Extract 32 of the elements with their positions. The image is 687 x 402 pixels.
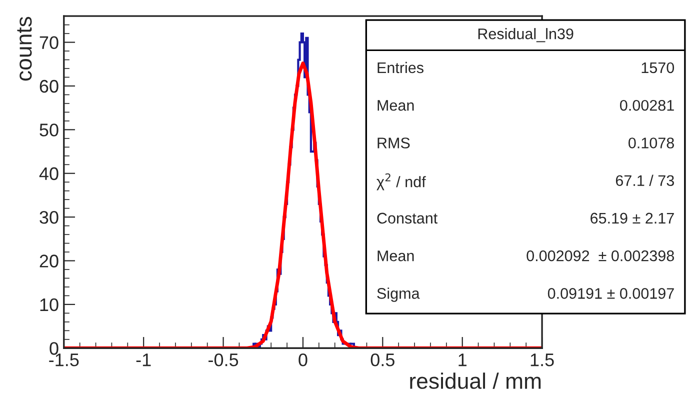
text: Residual_ln39 (478, 28, 574, 42)
x-tick-label: 0 (298, 353, 308, 366)
y-tick-label: 50 (40, 124, 58, 136)
y-tick-label: 70 (40, 36, 58, 50)
x-axis-title: residual / mm (410, 372, 541, 389)
y-tick-label: 0 (50, 342, 58, 355)
annotation: RMS (378, 138, 410, 148)
annotation: Entries (378, 62, 424, 74)
text: 0.09191 ± 0.00197 (548, 288, 674, 299)
y-tick-label: 10 (40, 298, 58, 312)
text: 67.1 / 73 (616, 174, 674, 186)
annotation: χ$^{2}$ / ndf (376, 173, 426, 190)
x-tick-label: 1 (458, 354, 466, 366)
x-tick-label: 1.5 (530, 354, 554, 366)
text: 1570 (642, 62, 674, 74)
x-tick-label: -1 (136, 354, 151, 366)
y-tick-label: 30 (40, 210, 58, 224)
text: 0.1078 (628, 138, 674, 148)
text: 0.00281 (620, 100, 674, 111)
x-tick-label: -0.5 (208, 353, 238, 366)
y-tick-label: 20 (40, 254, 58, 268)
y-axis-title: counts (17, 16, 32, 81)
annotation: Constant (377, 212, 438, 224)
x-tick-label: -1.5 (49, 354, 79, 366)
text: 65.19 ± 2.17 (590, 212, 674, 224)
y-tick-label: 60 (40, 80, 58, 93)
y-tick-label: 40 (39, 167, 58, 180)
x-tick-label: 0.5 (370, 353, 394, 366)
annotation: Mean (378, 100, 414, 111)
annotation: Mean (378, 250, 414, 262)
annotation: 0.002092 ± 0.002398 (526, 250, 674, 262)
annotation: Sigma (377, 288, 420, 302)
